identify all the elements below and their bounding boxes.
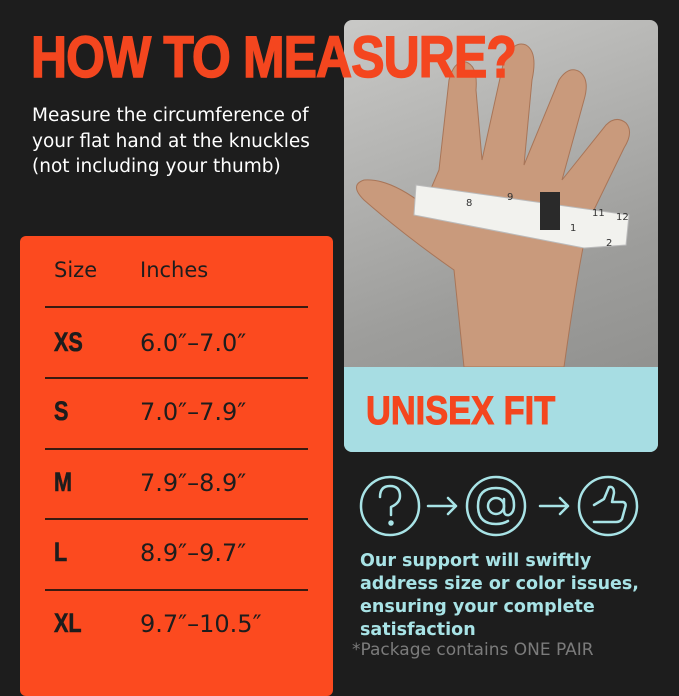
tape-number: 8	[466, 198, 472, 209]
measure-instructions: Measure the circumference of your flat h…	[32, 105, 310, 177]
divider	[45, 518, 308, 520]
arrow-right-icon	[538, 496, 570, 516]
support-message: Our support will swiftly address size or…	[360, 551, 639, 640]
size-label: L	[54, 537, 68, 568]
tape-number: 9	[507, 192, 513, 203]
tape-number: 12	[616, 212, 629, 223]
page-title: HOW TO MEASURE?	[30, 25, 517, 90]
divider	[45, 306, 308, 308]
size-range: 7.9″–8.9″	[140, 469, 247, 497]
thumbs-up-icon	[577, 475, 639, 537]
size-header: Size	[54, 258, 98, 282]
unisex-fit-label: UNISEX FIT	[366, 389, 556, 434]
size-range: 9.7″–10.5″	[140, 610, 262, 638]
divider	[45, 448, 308, 450]
hand-measuring-illustration: 8 9 11 12 1 2	[356, 43, 630, 367]
hand-photo: 8 9 11 12 1 2 UNISEX FIT	[344, 20, 658, 452]
package-note: *Package contains ONE PAIR	[352, 640, 594, 660]
tape-number: 1	[570, 223, 576, 234]
divider	[45, 377, 308, 379]
tape-number: 11	[592, 208, 605, 219]
size-range: 7.0″–7.9″	[140, 398, 247, 426]
size-chart: Size Inches XS 6.0″–7.0″ S 7.0″–7.9″ M 7…	[20, 236, 333, 696]
measuring-tape: 8 9 11 12 1 2	[413, 184, 630, 249]
arrow-right-icon	[426, 496, 458, 516]
size-range: 6.0″–7.0″	[140, 329, 247, 357]
unisex-fit-banner: UNISEX FIT	[344, 367, 658, 452]
size-label: S	[54, 396, 69, 427]
size-range: 8.9″–9.7″	[140, 539, 247, 567]
tape-number: 2	[606, 238, 612, 249]
question-icon	[359, 475, 421, 537]
size-label: XL	[54, 608, 82, 639]
inches-header: Inches	[140, 258, 209, 282]
at-sign-icon	[465, 475, 527, 537]
support-flow-icons	[359, 475, 639, 537]
size-label: XS	[54, 327, 83, 358]
divider	[45, 589, 308, 591]
size-label: M	[54, 467, 72, 498]
